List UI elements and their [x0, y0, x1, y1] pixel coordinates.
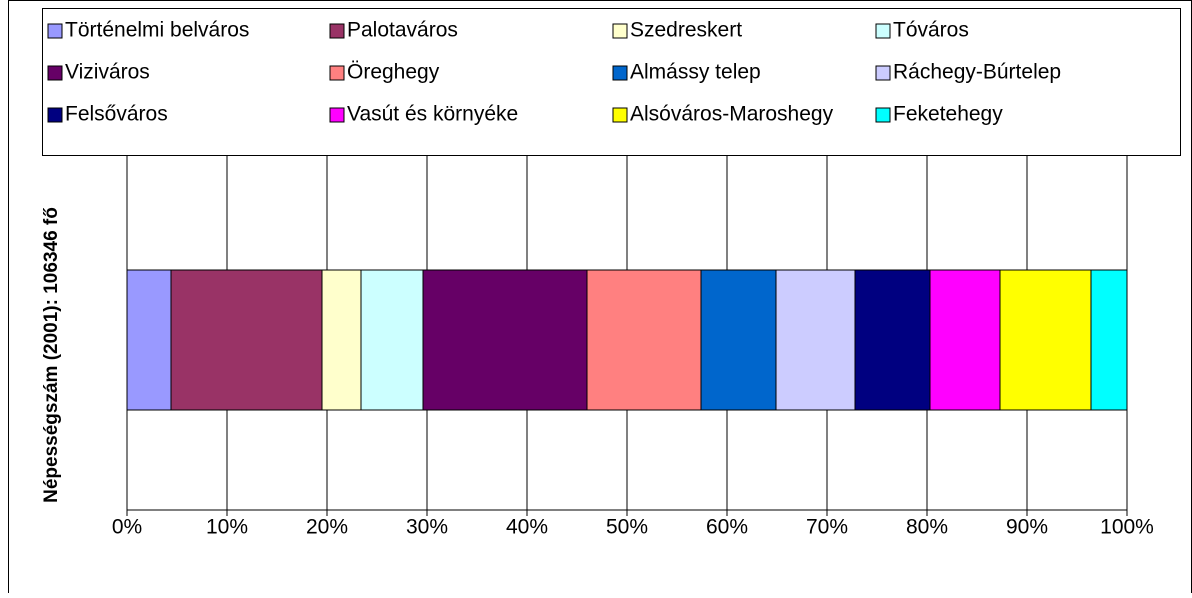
legend-box — [42, 8, 1181, 156]
bar-segment — [170, 269, 323, 411]
y-axis-label: Népességszám (2001): 106346 fő — [41, 207, 62, 503]
bar-segment — [360, 269, 424, 411]
legend-swatch — [612, 107, 628, 123]
legend-swatch — [329, 107, 345, 123]
legend-swatch — [329, 65, 345, 81]
x-tick-label: 20% — [306, 516, 348, 539]
legend-label: Történelmi belváros — [65, 19, 249, 42]
bar-segment — [422, 269, 588, 411]
bar-segment — [321, 269, 362, 411]
legend-swatch — [47, 23, 63, 39]
legend-swatch — [875, 107, 891, 123]
legend-swatch — [47, 107, 63, 123]
x-tick-label: 30% — [406, 516, 448, 539]
x-tick-label: 80% — [906, 516, 948, 539]
legend-label: Feketehegy — [893, 103, 1003, 126]
x-tick-label: 70% — [806, 516, 848, 539]
bar-segment — [854, 269, 931, 411]
x-tick-label: 50% — [606, 516, 648, 539]
bar-segment — [126, 269, 172, 411]
bar-segment — [775, 269, 856, 411]
legend-label: Alsóváros-Maroshegy — [630, 103, 834, 126]
legend-label: Szedreskert — [630, 19, 742, 42]
legend-swatch — [329, 23, 345, 39]
x-tick-label: 60% — [706, 516, 748, 539]
legend-label: Felsőváros — [65, 103, 168, 126]
legend-label: Palotaváros — [347, 19, 458, 42]
bar-segment — [999, 269, 1092, 411]
bar-segment — [586, 269, 702, 411]
x-tick-label: 40% — [506, 516, 548, 539]
bar-segment — [700, 269, 777, 411]
x-tick-label: 10% — [206, 516, 248, 539]
legend-swatch — [612, 65, 628, 81]
legend-label: Vasút és környéke — [347, 103, 518, 126]
x-tick-label: 90% — [1006, 516, 1048, 539]
legend-label: Almássy telep — [630, 61, 761, 84]
bar-segment — [1090, 269, 1128, 411]
legend-swatch — [47, 65, 63, 81]
bar-segment — [929, 269, 1001, 411]
legend-label: Tóváros — [893, 19, 969, 42]
legend-label: Viziváros — [65, 61, 150, 84]
legend-swatch — [875, 23, 891, 39]
x-tick-label: 100% — [1100, 516, 1154, 539]
legend-label: Öreghegy — [347, 61, 440, 84]
x-tick-label: 0% — [112, 516, 142, 539]
legend-swatch — [875, 65, 891, 81]
legend-label: Ráchegy-Búrtelep — [893, 61, 1061, 84]
legend-swatch — [612, 23, 628, 39]
